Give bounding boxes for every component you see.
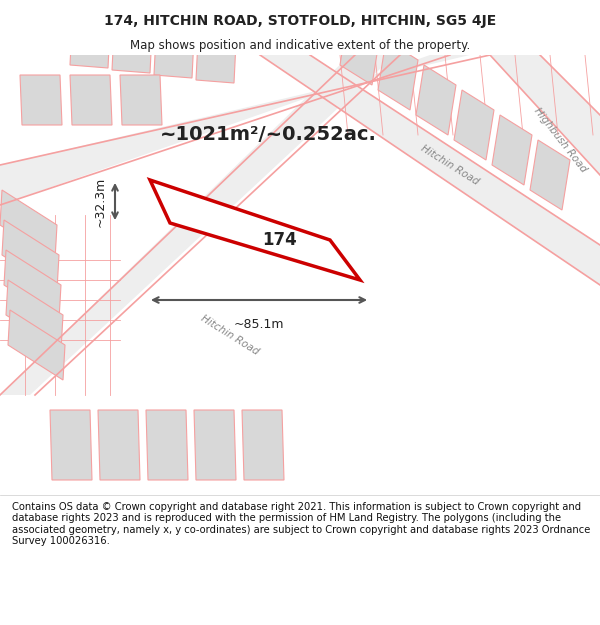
Polygon shape [4,250,61,320]
Text: ~85.1m: ~85.1m [234,318,284,331]
Text: Hitchin Road: Hitchin Road [419,143,481,187]
Polygon shape [242,410,284,480]
Polygon shape [530,140,570,210]
Polygon shape [490,55,600,175]
Polygon shape [70,24,110,68]
Polygon shape [0,55,470,205]
Text: ~1021m²/~0.252ac.: ~1021m²/~0.252ac. [160,126,377,144]
Polygon shape [2,220,59,290]
Polygon shape [340,15,380,85]
Polygon shape [492,115,532,185]
Text: Contains OS data © Crown copyright and database right 2021. This information is : Contains OS data © Crown copyright and d… [12,501,590,546]
Polygon shape [0,190,57,260]
Polygon shape [154,34,194,78]
Polygon shape [0,55,395,395]
Polygon shape [50,410,92,480]
Polygon shape [146,410,188,480]
Text: Hitchin Road: Hitchin Road [199,313,261,357]
Text: Map shows position and indicative extent of the property.: Map shows position and indicative extent… [130,39,470,51]
Polygon shape [196,39,236,83]
Polygon shape [194,410,236,480]
Polygon shape [20,75,62,125]
Polygon shape [260,55,600,285]
Polygon shape [98,410,140,480]
Polygon shape [8,310,65,380]
Polygon shape [150,180,360,280]
Polygon shape [6,280,63,350]
Polygon shape [120,75,162,125]
Text: ~32.3m: ~32.3m [94,176,107,227]
Text: Highbush Road: Highbush Road [532,106,588,174]
Text: 174: 174 [263,231,298,249]
Polygon shape [378,40,418,110]
Polygon shape [416,65,456,135]
Polygon shape [454,90,494,160]
Polygon shape [70,75,112,125]
Text: 174, HITCHIN ROAD, STOTFOLD, HITCHIN, SG5 4JE: 174, HITCHIN ROAD, STOTFOLD, HITCHIN, SG… [104,14,496,28]
Polygon shape [112,29,152,73]
